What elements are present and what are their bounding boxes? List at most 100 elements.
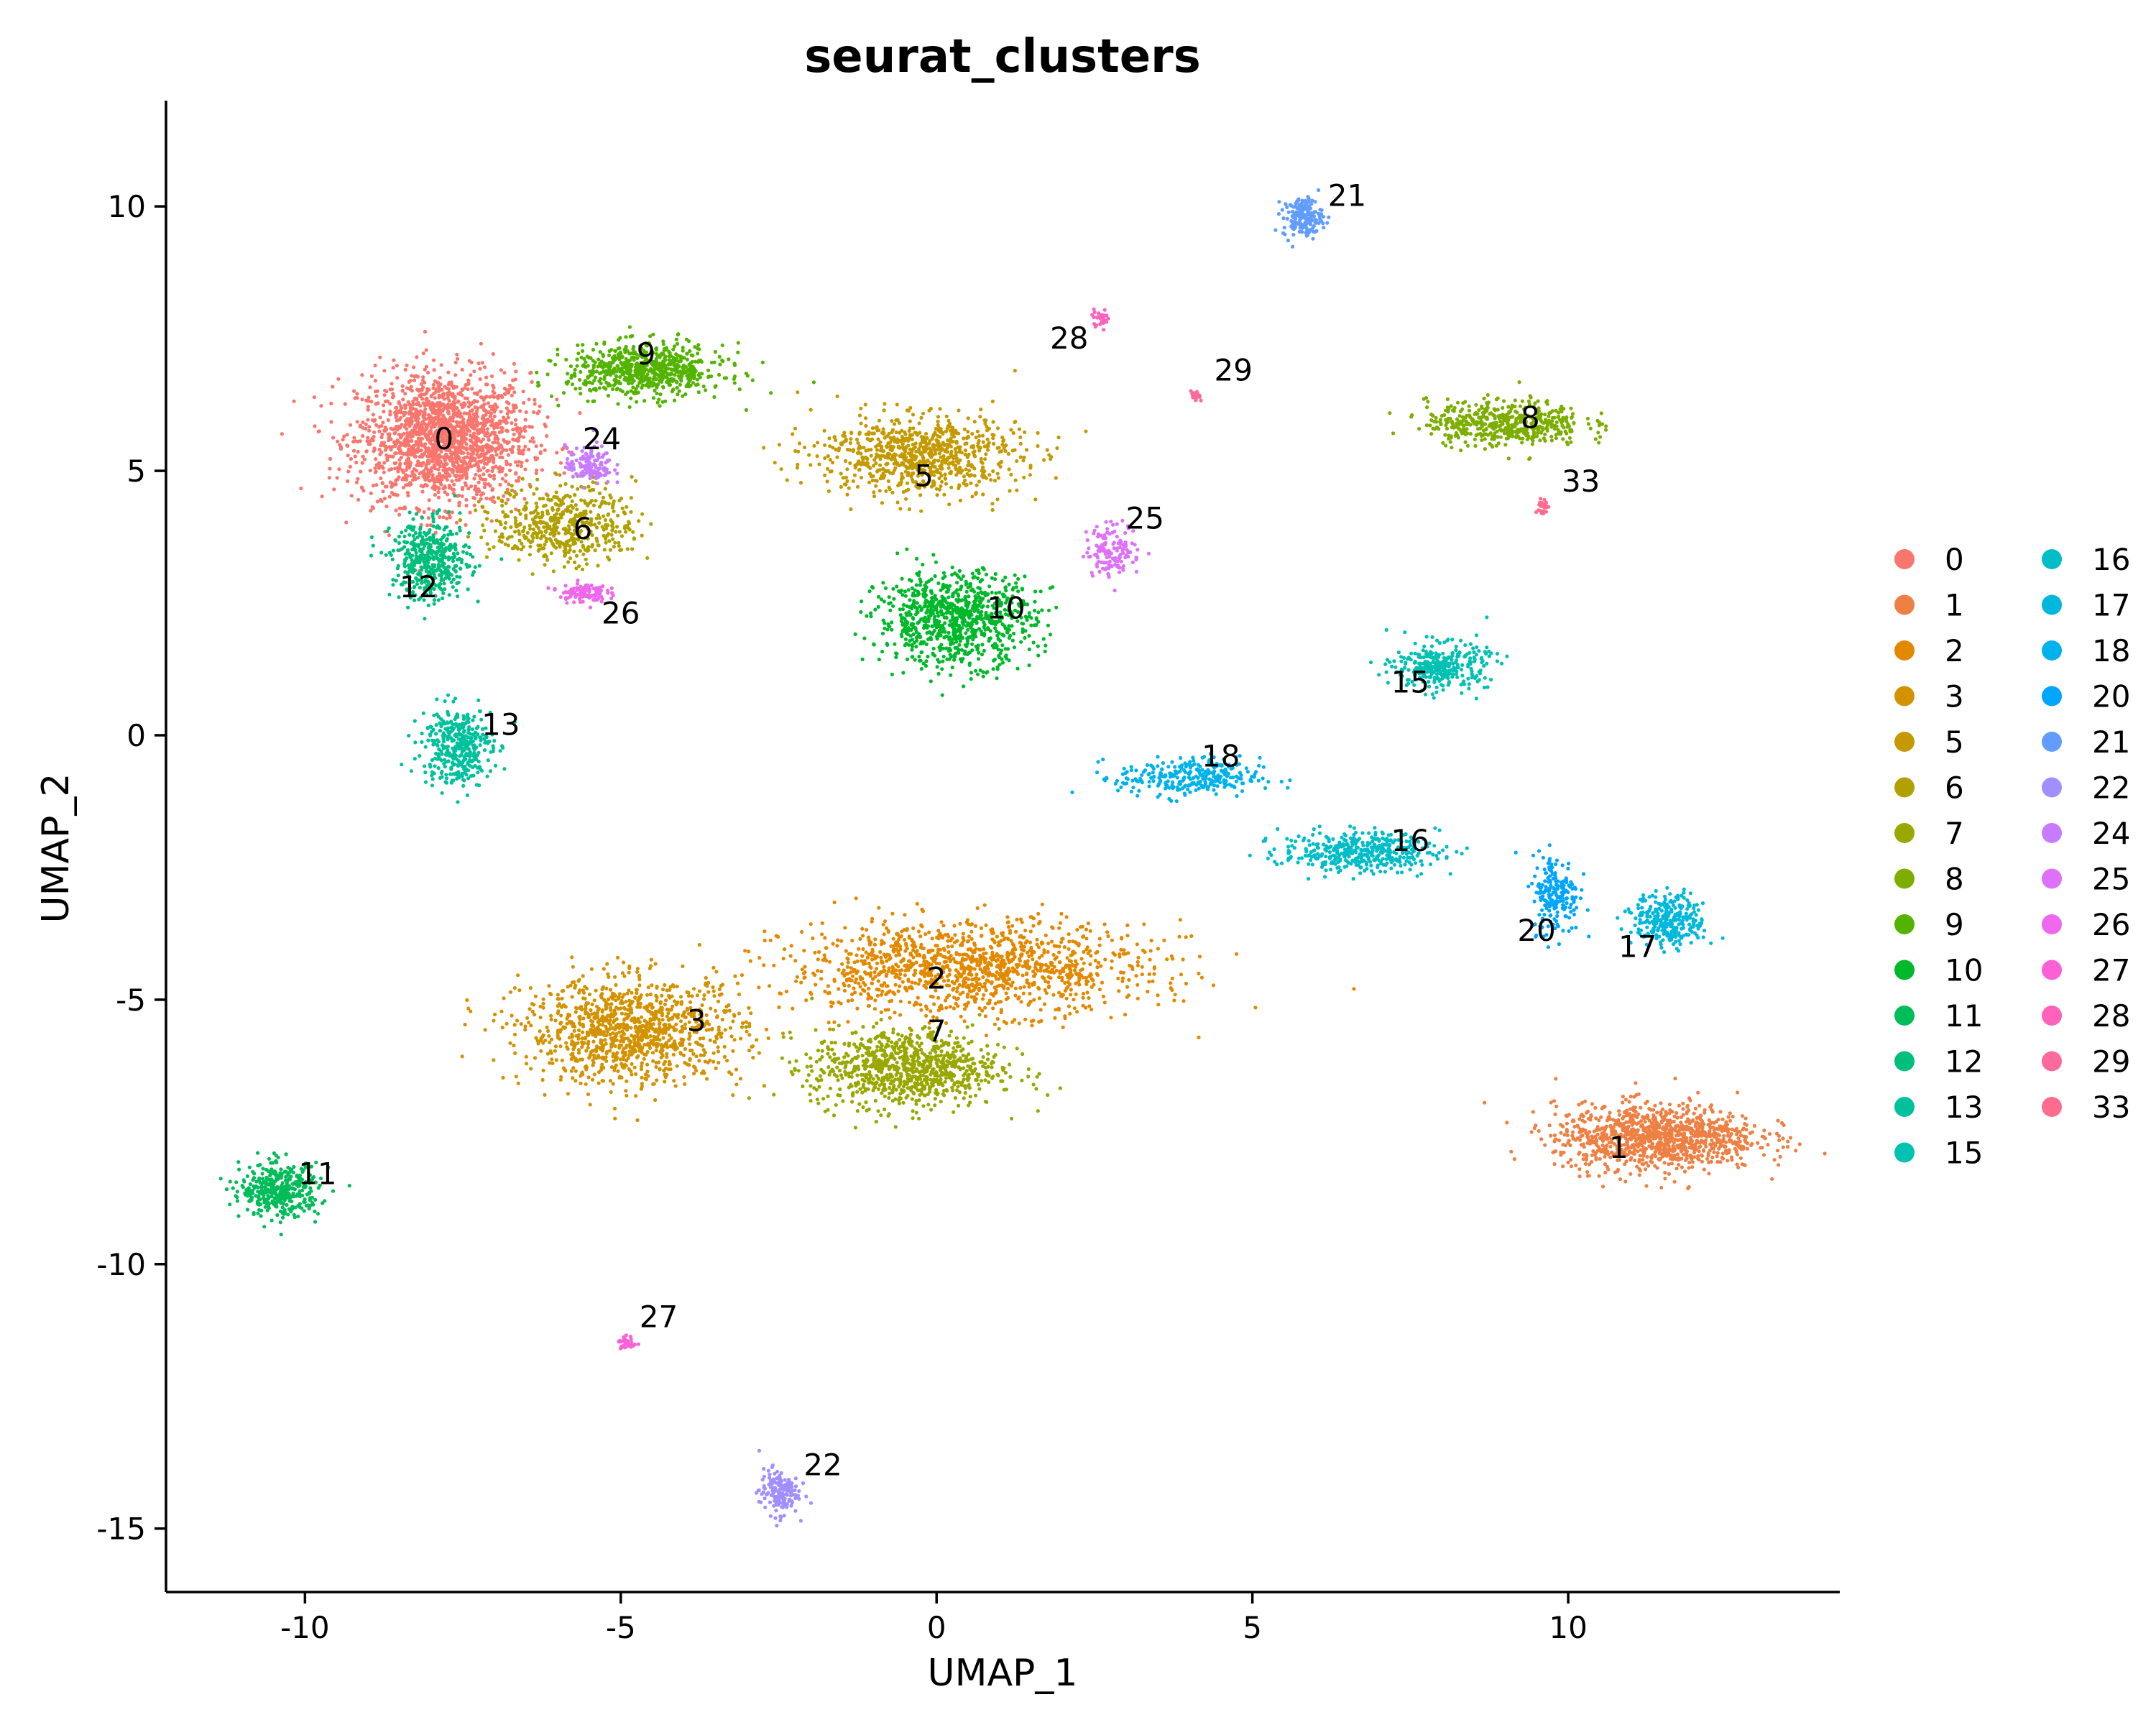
point bbox=[1577, 1167, 1582, 1172]
point bbox=[381, 420, 385, 425]
point bbox=[1631, 1151, 1636, 1156]
point bbox=[692, 987, 696, 991]
point bbox=[900, 980, 905, 984]
point bbox=[1668, 1123, 1672, 1128]
point bbox=[338, 443, 342, 447]
point bbox=[740, 1025, 745, 1029]
point bbox=[476, 469, 481, 473]
point bbox=[348, 464, 352, 469]
point bbox=[484, 477, 488, 482]
point bbox=[594, 1047, 599, 1052]
point bbox=[492, 1018, 496, 1023]
point bbox=[869, 940, 873, 944]
point bbox=[393, 492, 397, 497]
point bbox=[1776, 1118, 1780, 1123]
point bbox=[1059, 994, 1064, 998]
point bbox=[879, 942, 883, 947]
point bbox=[1585, 1170, 1590, 1174]
point bbox=[437, 385, 442, 390]
point bbox=[820, 921, 824, 926]
point bbox=[345, 433, 349, 437]
point bbox=[373, 466, 377, 470]
point bbox=[395, 441, 399, 446]
point bbox=[378, 355, 382, 359]
point bbox=[522, 400, 526, 405]
point bbox=[1702, 1167, 1706, 1172]
point bbox=[498, 482, 502, 487]
point bbox=[470, 387, 474, 391]
point bbox=[1743, 1135, 1749, 1139]
point bbox=[731, 1049, 735, 1053]
point bbox=[1613, 1170, 1618, 1174]
point bbox=[346, 479, 350, 484]
point bbox=[954, 974, 958, 978]
point bbox=[410, 438, 414, 443]
point bbox=[1184, 935, 1188, 939]
point bbox=[646, 1021, 650, 1026]
point bbox=[1035, 937, 1039, 942]
point bbox=[1156, 993, 1160, 998]
point bbox=[929, 1009, 933, 1013]
point bbox=[386, 418, 391, 423]
point bbox=[1509, 1149, 1514, 1154]
point bbox=[683, 1046, 688, 1052]
point bbox=[394, 508, 398, 512]
point bbox=[1708, 1121, 1713, 1126]
point bbox=[1736, 1143, 1741, 1147]
point bbox=[1661, 1154, 1665, 1159]
point bbox=[1686, 1186, 1690, 1190]
point bbox=[425, 370, 430, 375]
point bbox=[717, 1031, 721, 1036]
point bbox=[371, 484, 376, 488]
point bbox=[854, 896, 858, 901]
point bbox=[1633, 1114, 1637, 1118]
point bbox=[472, 369, 476, 374]
point bbox=[897, 934, 901, 939]
point bbox=[1010, 983, 1014, 988]
point bbox=[844, 972, 849, 976]
point bbox=[909, 952, 913, 957]
point bbox=[763, 938, 767, 943]
point bbox=[1063, 980, 1067, 985]
point bbox=[469, 464, 474, 469]
point bbox=[494, 421, 499, 426]
point bbox=[527, 447, 531, 452]
point bbox=[545, 1025, 549, 1029]
point bbox=[458, 411, 462, 415]
point bbox=[1667, 1144, 1671, 1149]
point bbox=[519, 464, 524, 469]
point bbox=[519, 429, 524, 433]
point bbox=[953, 933, 957, 937]
point bbox=[1027, 985, 1031, 989]
point bbox=[1135, 942, 1139, 947]
point bbox=[346, 454, 350, 458]
point bbox=[472, 423, 476, 427]
point bbox=[474, 436, 479, 441]
point bbox=[476, 465, 481, 469]
point bbox=[1093, 958, 1097, 963]
point bbox=[654, 1064, 658, 1070]
point bbox=[504, 420, 508, 425]
point bbox=[1655, 1110, 1659, 1115]
point bbox=[397, 401, 402, 405]
point bbox=[1677, 1156, 1681, 1160]
point bbox=[400, 388, 405, 392]
point bbox=[1705, 1156, 1710, 1161]
point bbox=[979, 934, 983, 938]
point bbox=[1087, 995, 1091, 1000]
point bbox=[903, 913, 907, 917]
point bbox=[462, 423, 466, 428]
point bbox=[918, 945, 923, 949]
point bbox=[1088, 929, 1092, 933]
point bbox=[914, 1000, 918, 1005]
point bbox=[447, 513, 452, 518]
point bbox=[1197, 1035, 1201, 1039]
point bbox=[1677, 1103, 1682, 1108]
point bbox=[1663, 1171, 1667, 1175]
point bbox=[373, 418, 377, 422]
point bbox=[427, 498, 431, 502]
point bbox=[1738, 1133, 1743, 1138]
point bbox=[614, 1017, 619, 1021]
point bbox=[418, 454, 422, 459]
point bbox=[1654, 1120, 1659, 1124]
